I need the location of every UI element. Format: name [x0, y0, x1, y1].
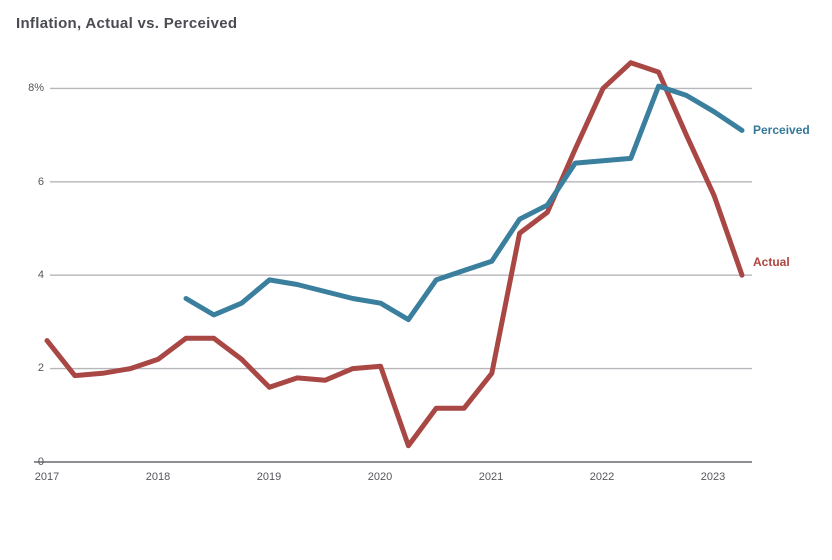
y-tick-label-2: 2 — [37, 362, 44, 374]
y-tick-label-4: 4 — [37, 269, 44, 281]
x-tick-label-2023: 2023 — [700, 471, 726, 483]
y-tick-label-8: 8% — [28, 82, 44, 94]
chart-title: Inflation, Actual vs. Perceived — [16, 15, 238, 32]
x-tick-label-2017: 2017 — [34, 471, 60, 483]
x-tick-label-2018: 2018 — [145, 471, 171, 483]
y-tick-label-6: 6 — [37, 176, 44, 188]
y-tick-label-0: 0 — [37, 456, 44, 468]
actual-line-series — [44, 60, 745, 449]
perceived-series-label: Perceived — [753, 123, 810, 137]
x-tick-label-2022: 2022 — [589, 471, 615, 483]
x-tick-label-2019: 2019 — [256, 471, 282, 483]
actual-series-label: Actual — [753, 255, 790, 269]
x-tick-label-2021: 2021 — [478, 471, 504, 483]
x-tick-label-2020: 2020 — [367, 471, 393, 483]
perceived-line-series — [183, 83, 745, 323]
